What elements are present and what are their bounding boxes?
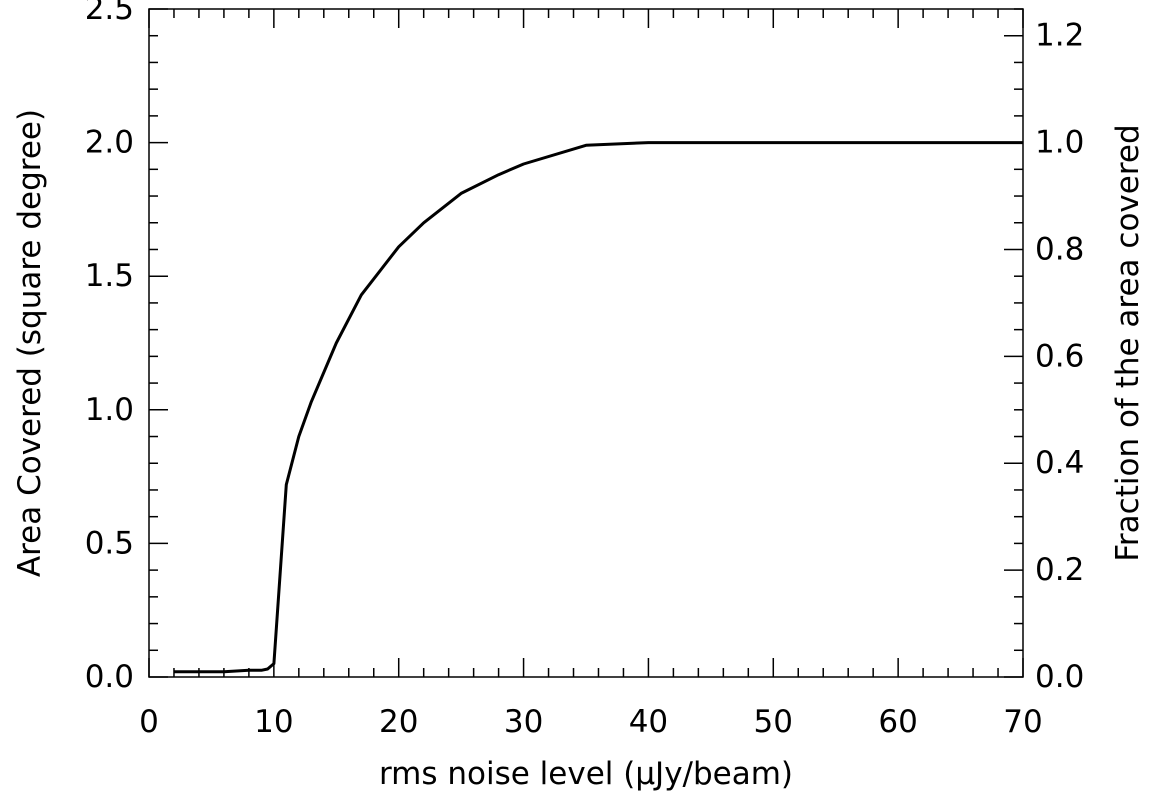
- y-tick-label: 1.5: [85, 258, 134, 294]
- x-tick-label: 50: [754, 704, 793, 740]
- y2-tick-label: 1.0: [1035, 125, 1084, 161]
- y2-tick-label: 0.8: [1035, 231, 1084, 267]
- x-tick-label: 20: [379, 704, 418, 740]
- y2-tick-label: 1.2: [1035, 18, 1084, 54]
- y-tick-labels: 0.0 0.5 1.0 1.5 2.0 2.5: [85, 0, 134, 695]
- y2-tick-label: 0.6: [1035, 338, 1084, 374]
- y2-axis-title: Fraction of the area covered: [1110, 124, 1146, 561]
- y-tick-label: 2.0: [85, 125, 134, 161]
- y2-tick-label: 0.4: [1035, 445, 1084, 481]
- series-line: [174, 141, 1023, 674]
- x-tick-label: 60: [878, 704, 917, 740]
- x-tick-label: 10: [254, 704, 293, 740]
- x-tick-label: 30: [504, 704, 543, 740]
- x-tick-label: 40: [629, 704, 668, 740]
- x-tick-label: 70: [1003, 704, 1042, 740]
- y2-tick-label: 0.0: [1035, 659, 1084, 695]
- y-tick-label: 2.5: [85, 0, 134, 27]
- y2-tick-label: 0.2: [1035, 552, 1084, 588]
- x-axis-title: rms noise level (μJy/beam): [379, 756, 793, 792]
- plot-frame: [148, 8, 1024, 678]
- x-tick-label: 0: [139, 704, 159, 740]
- y-tick-label: 1.0: [85, 392, 134, 428]
- y-axis-title: Area Covered (square degree): [12, 109, 48, 577]
- y2-tick-labels: 0.0 0.2 0.4 0.6 0.8 1.0 1.2: [1035, 18, 1084, 695]
- x-tick-labels: 0 10 20 30 40 50 60 70: [139, 704, 1043, 740]
- y-tick-label: 0.0: [85, 659, 134, 695]
- y-tick-label: 0.5: [85, 525, 134, 561]
